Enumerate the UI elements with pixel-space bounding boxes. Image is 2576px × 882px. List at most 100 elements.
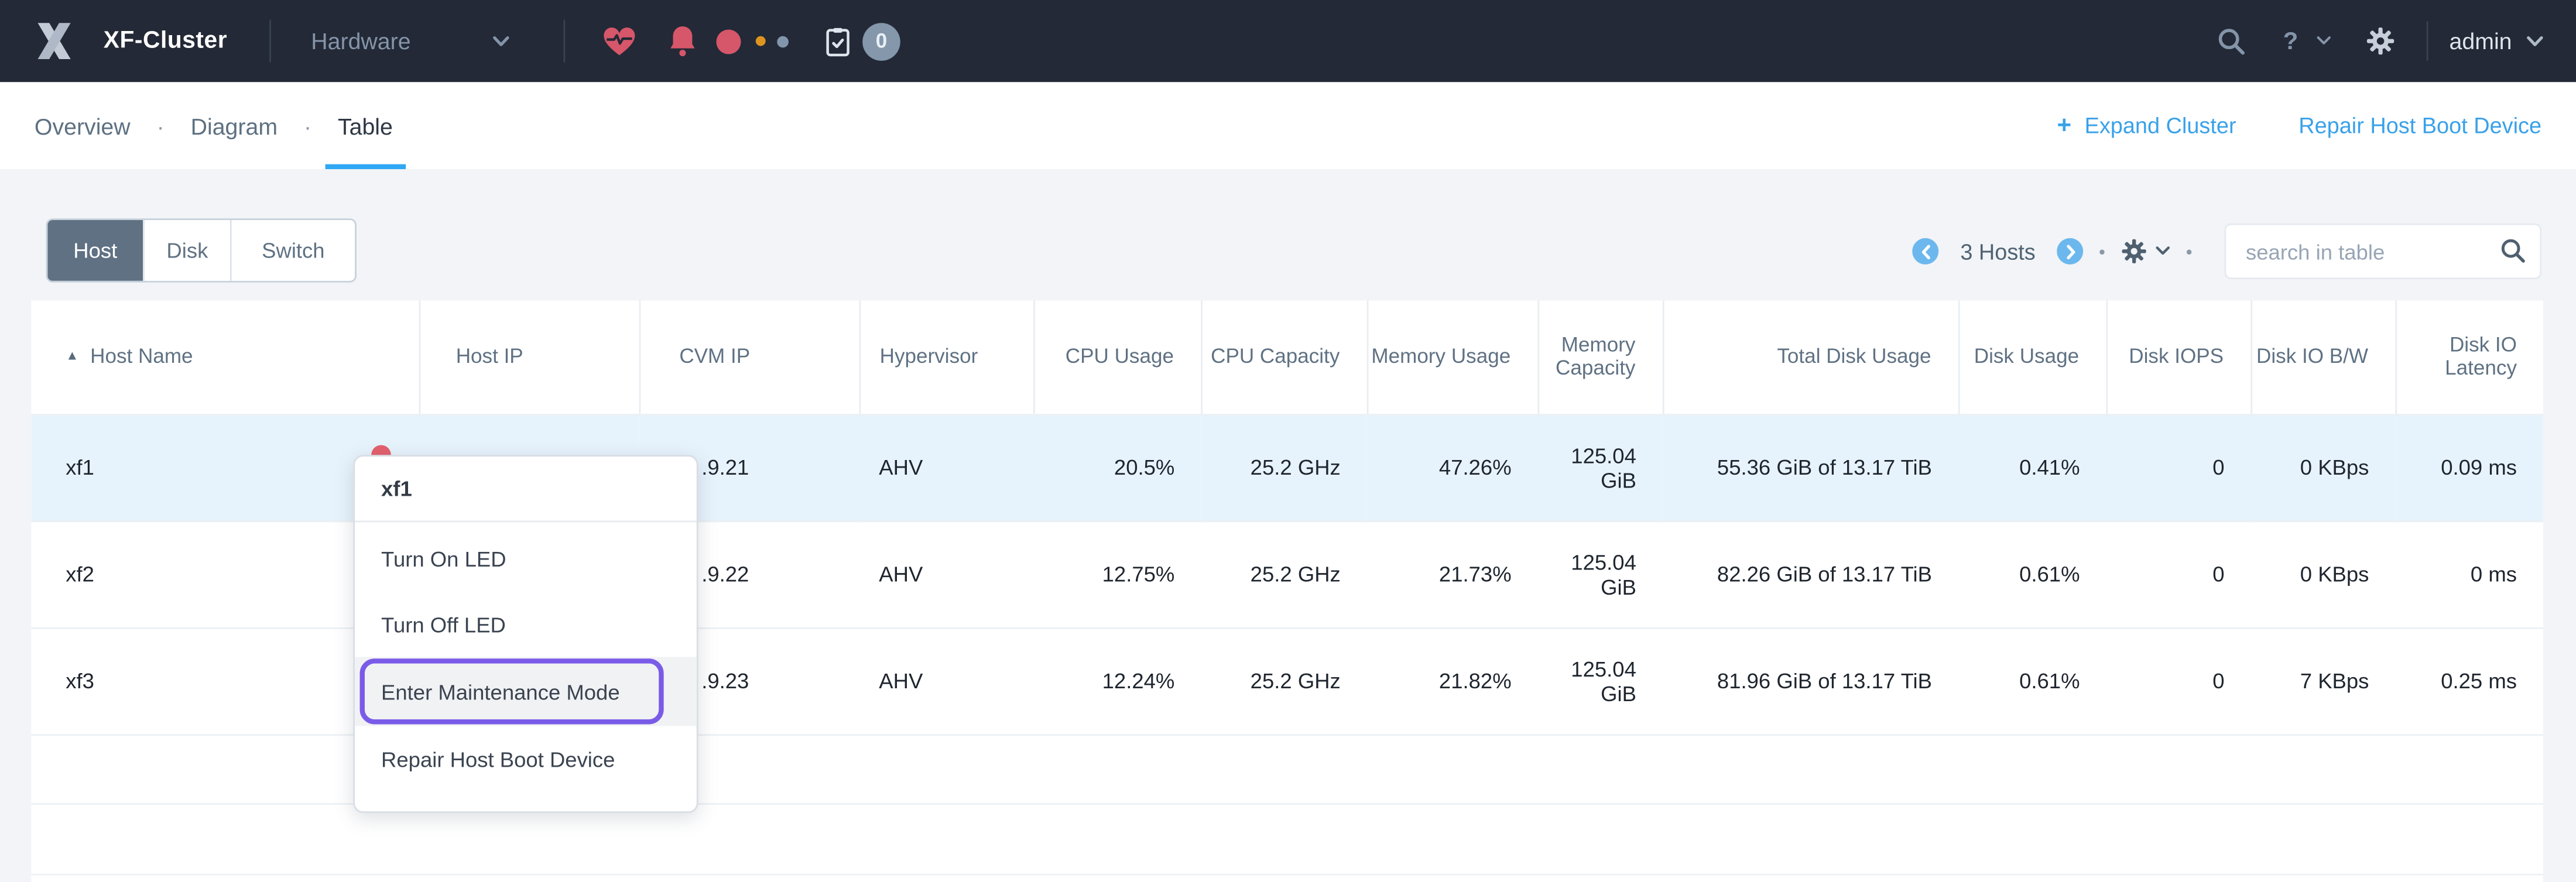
column-header-host-name[interactable]: ▲Host Name bbox=[31, 301, 419, 414]
cell-disk-io-latency: 0.25 ms bbox=[2395, 627, 2543, 734]
page-actions: + Expand Cluster Repair Host Boot Device bbox=[2057, 82, 2542, 169]
divider bbox=[270, 20, 272, 63]
tab-separator: · bbox=[157, 112, 165, 139]
column-header-cpu-usage[interactable]: CPU Usage bbox=[1033, 301, 1201, 414]
column-header-memory-capacity[interactable]: Memory Capacity bbox=[1538, 301, 1663, 414]
dot-separator bbox=[2099, 249, 2104, 253]
cell-memory-usage: 21.82% bbox=[1367, 627, 1538, 734]
tab-table[interactable]: Table bbox=[338, 82, 393, 169]
expand-cluster-label: Expand Cluster bbox=[2085, 114, 2236, 138]
user-menu-dropdown[interactable]: admin bbox=[2450, 28, 2543, 54]
app-window: XF-Cluster Hardware bbox=[0, 0, 2576, 882]
column-header-cpu-capacity[interactable]: CPU Capacity bbox=[1201, 301, 1366, 414]
host-count-label: 3 Hosts bbox=[1960, 239, 2035, 263]
cell-hypervisor: AHV bbox=[859, 521, 1033, 627]
search-icon[interactable] bbox=[2216, 26, 2246, 56]
health-heart-icon[interactable] bbox=[601, 25, 638, 57]
table-header-row: ▲Host Name Host IP CVM IP Hypervisor CPU… bbox=[31, 301, 2543, 414]
cell-disk-io-latency: 0.09 ms bbox=[2395, 414, 2543, 520]
segment-switch[interactable]: Switch bbox=[230, 220, 355, 281]
chevron-down-icon bbox=[2527, 35, 2543, 47]
hardware-menu-label: Hardware bbox=[311, 28, 410, 54]
column-header-disk-io-latency[interactable]: Disk IO Latency bbox=[2395, 301, 2543, 414]
cell-disk-usage: 0.61% bbox=[1958, 521, 2106, 627]
cell-total-disk-usage: 82.26 GiB of 13.17 TiB bbox=[1663, 521, 1958, 627]
cell-memory-capacity: 125.04 GiB bbox=[1538, 521, 1663, 627]
column-header-disk-usage[interactable]: Disk Usage bbox=[1958, 301, 2106, 414]
cluster-name: XF-Cluster bbox=[104, 28, 227, 54]
table-search bbox=[2224, 224, 2541, 279]
column-header-cvm-ip[interactable]: CVM IP bbox=[639, 301, 859, 414]
cell-cpu-usage: 20.5% bbox=[1033, 414, 1201, 520]
critical-alert-indicator[interactable] bbox=[717, 29, 741, 53]
cell-memory-usage: 21.73% bbox=[1367, 521, 1538, 627]
expand-cluster-link[interactable]: + Expand Cluster bbox=[2057, 112, 2236, 140]
help-icon[interactable]: ? bbox=[2283, 27, 2298, 55]
menu-item-turn-off-led[interactable]: Turn Off LED bbox=[355, 591, 697, 657]
cell-cpu-capacity: 25.2 GHz bbox=[1201, 521, 1366, 627]
tab-overview[interactable]: Overview bbox=[35, 82, 131, 169]
repair-link-label: Repair Host Boot Device bbox=[2298, 114, 2541, 138]
tasks-count-badge[interactable]: 0 bbox=[862, 22, 900, 60]
cell-memory-capacity: 125.04 GiB bbox=[1538, 627, 1663, 734]
table-settings-gear-dropdown[interactable] bbox=[2121, 238, 2170, 265]
divider bbox=[564, 20, 566, 63]
chevron-down-icon bbox=[493, 35, 509, 47]
context-menu-title: xf1 bbox=[355, 457, 697, 522]
cell-disk-io-bw: 7 KBps bbox=[2250, 627, 2395, 734]
menu-item-repair-host-boot-device[interactable]: Repair Host Boot Device bbox=[355, 726, 697, 791]
tasks-clipboard-icon[interactable] bbox=[825, 25, 851, 56]
cell-disk-usage: 0.61% bbox=[1958, 627, 2106, 734]
info-dot-indicator bbox=[777, 35, 789, 47]
cell-disk-usage: 0.41% bbox=[1958, 414, 2106, 520]
nutanix-x-logo-icon[interactable] bbox=[33, 20, 76, 63]
cell-cpu-usage: 12.24% bbox=[1033, 627, 1201, 734]
cell-disk-iops: 0 bbox=[2106, 414, 2250, 520]
pagination-next-button[interactable] bbox=[2057, 238, 2083, 265]
chevron-down-icon[interactable] bbox=[2316, 36, 2331, 46]
tab-table-label: Table bbox=[338, 112, 393, 139]
cell-cpu-capacity: 25.2 GHz bbox=[1201, 414, 1366, 520]
cell-disk-io-bw: 0 KBps bbox=[2250, 414, 2395, 520]
pagination-prev-button[interactable] bbox=[1913, 238, 1939, 265]
cell-disk-iops: 0 bbox=[2106, 521, 2250, 627]
column-header-hypervisor[interactable]: Hypervisor bbox=[859, 301, 1033, 414]
entity-type-segmented-control: Host Disk Switch bbox=[46, 218, 357, 282]
cell-cpu-capacity: 25.2 GHz bbox=[1201, 627, 1366, 734]
canvas: XF-Cluster Hardware bbox=[0, 0, 2576, 882]
view-tab-bar: Overview · Diagram · Table + Expand Clus… bbox=[0, 82, 2576, 169]
segment-disk[interactable]: Disk bbox=[143, 220, 230, 281]
column-header-total-disk-usage[interactable]: Total Disk Usage bbox=[1663, 301, 1958, 414]
menu-item-turn-on-led[interactable]: Turn On LED bbox=[355, 526, 697, 591]
hardware-menu-dropdown[interactable]: Hardware bbox=[311, 28, 509, 54]
chevron-down-icon bbox=[2156, 246, 2170, 256]
menu-item-enter-maintenance-mode[interactable]: Enter Maintenance Mode bbox=[355, 657, 697, 726]
tab-diagram[interactable]: Diagram bbox=[191, 82, 278, 169]
warning-dot-indicator bbox=[756, 36, 766, 46]
host-actions-context-menu: xf1 Turn On LED Turn Off LED Enter Maint… bbox=[353, 455, 698, 813]
dot-separator bbox=[2187, 249, 2191, 253]
cell-memory-usage: 47.26% bbox=[1367, 414, 1538, 520]
cell-memory-capacity: 125.04 GiB bbox=[1538, 414, 1663, 520]
column-header-host-ip[interactable]: Host IP bbox=[419, 301, 639, 414]
search-icon[interactable] bbox=[2499, 236, 2527, 265]
gear-icon bbox=[2121, 238, 2147, 265]
cell-cpu-usage: 12.75% bbox=[1033, 521, 1201, 627]
column-header-disk-io-bw[interactable]: Disk IO B/W bbox=[2250, 301, 2395, 414]
segment-host[interactable]: Host bbox=[47, 220, 143, 281]
menu-item-label: Enter Maintenance Mode bbox=[381, 679, 620, 703]
cell-total-disk-usage: 81.96 GiB of 13.17 TiB bbox=[1663, 627, 1958, 734]
top-navigation-bar: XF-Cluster Hardware bbox=[0, 0, 2576, 82]
alerts-bell-icon[interactable] bbox=[669, 25, 697, 57]
tab-separator: · bbox=[304, 112, 311, 139]
cell-hypervisor: AHV bbox=[859, 414, 1033, 520]
cell-disk-iops: 0 bbox=[2106, 627, 2250, 734]
table-search-input[interactable] bbox=[2224, 224, 2541, 279]
repair-host-boot-device-link[interactable]: Repair Host Boot Device bbox=[2298, 114, 2541, 138]
cell-total-disk-usage: 55.36 GiB of 13.17 TiB bbox=[1663, 414, 1958, 520]
context-menu-list: Turn On LED Turn Off LED Enter Maintenan… bbox=[355, 522, 697, 811]
column-header-memory-usage[interactable]: Memory Usage bbox=[1367, 301, 1538, 414]
user-name: admin bbox=[2450, 28, 2512, 54]
column-header-disk-iops[interactable]: Disk IOPS bbox=[2106, 301, 2250, 414]
settings-gear-icon[interactable] bbox=[2365, 26, 2395, 56]
